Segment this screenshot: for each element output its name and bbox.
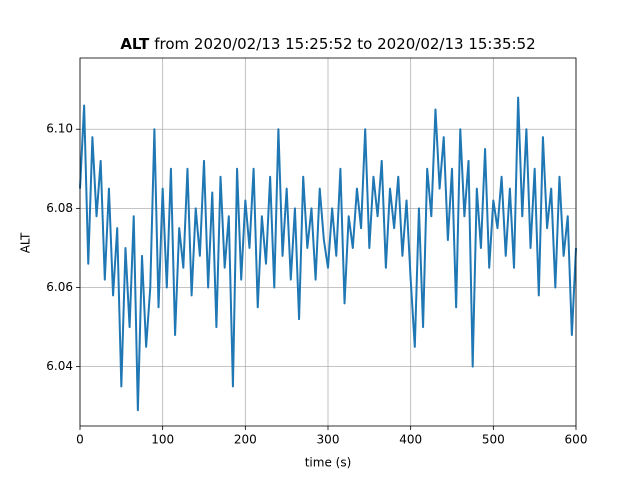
x-tick-label: 200 <box>234 433 257 447</box>
x-axis-label: time (s) <box>305 456 352 470</box>
x-tick-label: 100 <box>151 433 174 447</box>
title-text: from 2020/02/13 15:25:52 to 2020/02/13 1… <box>154 35 535 53</box>
axes-frame <box>79 57 577 427</box>
x-tick-label: 400 <box>399 433 422 447</box>
data-line <box>79 96 577 412</box>
title-name: ALT <box>120 35 150 53</box>
y-axis-label: ALT <box>19 232 33 253</box>
y-tick-label: 6.08 <box>46 201 73 215</box>
x-tick-label: 0 <box>76 433 84 447</box>
x-tick-label: 600 <box>565 433 588 447</box>
y-tick-label: 6.04 <box>46 359 73 373</box>
x-tick-label: 300 <box>317 433 340 447</box>
y-tick-label: 6.10 <box>46 122 73 136</box>
chart-title: ALT from 2020/02/13 15:25:52 to 2020/02/1… <box>120 35 535 53</box>
y-tick-label: 6.06 <box>46 280 73 294</box>
x-tick-label: 500 <box>482 433 505 447</box>
